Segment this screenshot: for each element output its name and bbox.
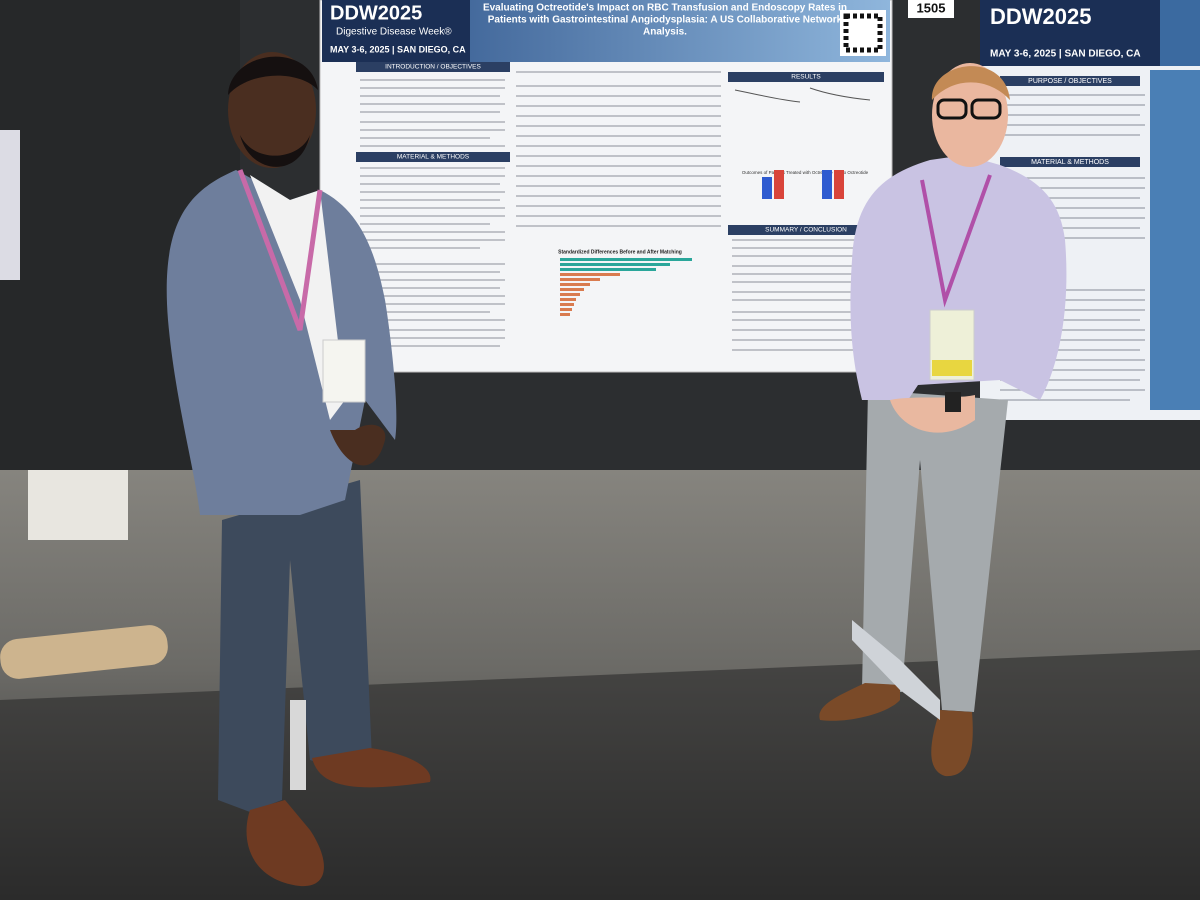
body-text-lines xyxy=(360,71,882,351)
logo: DDW2025 xyxy=(330,2,422,24)
section-heading: MATERIAL & METHODS xyxy=(397,154,470,161)
outcome-bar xyxy=(762,177,772,199)
logo: DDW2025 xyxy=(990,4,1091,29)
diff-bar xyxy=(560,283,590,286)
survival-curves xyxy=(734,87,871,103)
title-line: Evaluating Octreotide's Impact on RBC Tr… xyxy=(483,3,847,14)
person-left xyxy=(166,52,431,887)
person-right xyxy=(819,63,1067,777)
side-column xyxy=(1150,70,1200,410)
shirt xyxy=(250,175,345,420)
section-heading-bg xyxy=(1000,76,1140,86)
hands xyxy=(330,424,386,466)
diff-bar xyxy=(560,288,584,291)
section-heading-bg xyxy=(728,72,884,82)
figure-title: Standardized Differences Before and Afte… xyxy=(558,249,682,255)
section-heading-bg xyxy=(1000,157,1140,167)
trousers xyxy=(862,390,1008,712)
diff-bar xyxy=(560,293,580,296)
section-heading: SUMMARY / CONCLUSION xyxy=(765,227,847,234)
title-line: Analysis. xyxy=(643,27,687,38)
passerby-legs xyxy=(28,470,128,540)
diff-bar xyxy=(560,263,670,266)
head xyxy=(932,63,1008,167)
figure-title: Outcomes of Patients Treated with Octreo… xyxy=(742,170,869,175)
diff-bar xyxy=(560,278,600,281)
logo-box xyxy=(322,0,470,62)
body-text-lines xyxy=(1000,94,1145,401)
lanyard xyxy=(920,174,992,308)
head xyxy=(228,52,316,168)
diff-bar xyxy=(560,258,692,261)
section-heading: PURPOSE / OBJECTIVES xyxy=(1028,78,1112,85)
shoe xyxy=(819,683,900,721)
glasses xyxy=(936,98,968,120)
booth-number: 1505 xyxy=(917,0,946,15)
beard xyxy=(240,135,310,167)
neighbor-poster-edge xyxy=(0,130,20,280)
title-line: Patients with Gastrointestinal Angiodysp… xyxy=(488,15,843,26)
qr-pattern xyxy=(843,13,883,53)
shirt xyxy=(850,155,1067,400)
trousers xyxy=(218,480,372,812)
dates: MAY 3-6, 2025 | SAN DIEGO, CA xyxy=(330,44,466,54)
shoe xyxy=(246,800,324,887)
poster-tube xyxy=(0,625,168,679)
blazer xyxy=(166,170,397,515)
watch xyxy=(945,392,961,412)
section-heading: RESULTS xyxy=(791,74,821,81)
title-box xyxy=(1160,0,1200,66)
diff-bar xyxy=(560,273,620,276)
hair xyxy=(931,66,1010,100)
hair xyxy=(228,56,318,95)
lanyard xyxy=(237,169,323,331)
glasses xyxy=(970,98,1002,120)
outcome-bar xyxy=(774,170,784,199)
main-poster: DDW2025 Digestive Disease Week® MAY 3-6,… xyxy=(319,0,893,373)
diff-bar xyxy=(560,298,576,301)
section-heading-bg xyxy=(728,225,884,235)
outcome-bar xyxy=(822,170,832,199)
booth-sign xyxy=(908,0,954,18)
logo-subtitle: Digestive Disease Week® xyxy=(336,27,452,38)
shoe xyxy=(931,710,973,777)
diff-bar xyxy=(560,268,656,271)
badge-stripe xyxy=(932,360,972,376)
outcome-bar xyxy=(834,170,844,199)
poster-stand xyxy=(852,620,940,720)
section-heading-bg xyxy=(356,152,510,162)
dates: MAY 3-6, 2025 | SAN DIEGO, CA xyxy=(990,49,1141,60)
section-heading: INTRODUCTION / OBJECTIVES xyxy=(385,64,481,71)
diff-bar xyxy=(560,303,574,306)
standardized-difference-bars xyxy=(560,258,692,316)
section-heading-bg xyxy=(356,62,510,72)
diff-bar xyxy=(560,313,570,316)
shoe xyxy=(312,748,431,788)
diff-bar xyxy=(560,308,572,311)
logo-box xyxy=(980,0,1160,66)
poster-stand xyxy=(290,700,306,790)
badge xyxy=(322,339,366,403)
section-heading: MATERIAL & METHODS xyxy=(1031,159,1109,166)
